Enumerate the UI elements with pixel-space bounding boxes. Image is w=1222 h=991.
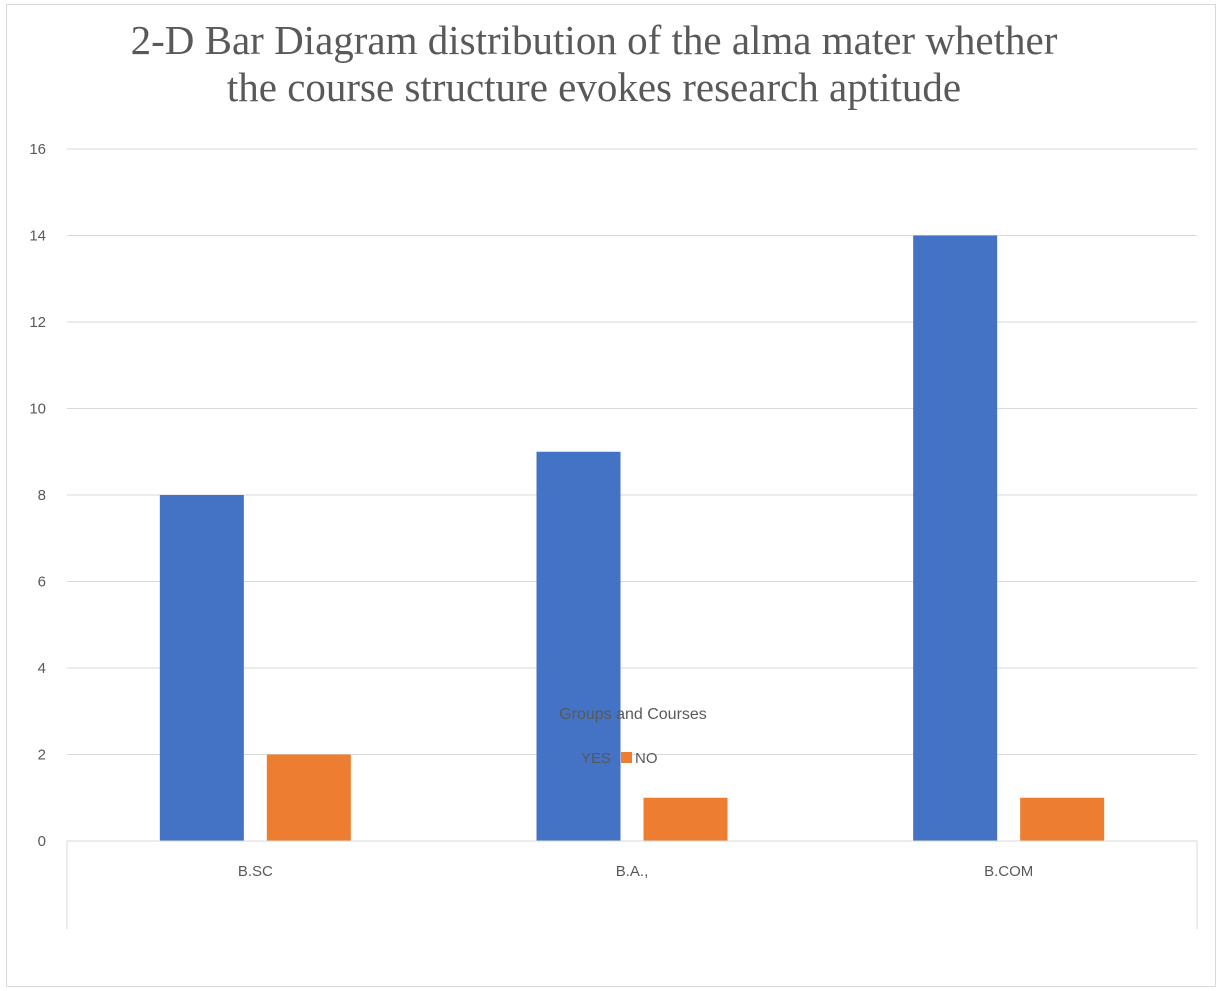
- legend-label-yes: YES: [581, 750, 611, 767]
- y-tick-label: 4: [38, 660, 46, 677]
- bar-no-2: [643, 797, 728, 841]
- x-axis-title: Groups and Courses: [559, 706, 707, 723]
- legend-swatch-yes: [567, 752, 578, 763]
- legend-swatch-no: [621, 752, 633, 763]
- x-axis: [66, 840, 1198, 929]
- y-tick-label: 0: [38, 833, 46, 850]
- legend-label-no: NO: [635, 750, 658, 767]
- bar-no-1: [266, 754, 351, 841]
- bar-yes-2: [536, 451, 621, 841]
- gridlines: [67, 148, 1197, 755]
- y-tick-label: 12: [29, 314, 46, 331]
- y-tick-label: 10: [29, 401, 46, 418]
- y-tick-label: 8: [38, 487, 46, 504]
- bar-yes-1: [159, 495, 244, 841]
- x-tick-label: B.SC: [238, 863, 273, 880]
- chart-title-line-1: 2-D Bar Diagram distribution of the alma…: [131, 17, 1058, 63]
- x-tick-label: B.A.,: [616, 863, 649, 880]
- y-tick-label: 14: [29, 228, 46, 245]
- legend: YES NO: [567, 750, 658, 767]
- y-tick-label: 16: [29, 141, 46, 158]
- y-tick-label: 2: [38, 747, 46, 764]
- x-tick-label: B.COM: [984, 863, 1033, 880]
- bar-yes-3: [913, 235, 998, 841]
- x-axis-ticks: B.SC B.A., B.COM: [238, 863, 1033, 880]
- y-tick-label: 6: [38, 574, 46, 591]
- y-axis-ticks: 0 2 4 6 8 10 12 14 16: [29, 141, 46, 850]
- chart-title: 2-D Bar Diagram distribution of the alma…: [131, 17, 1058, 110]
- chart-title-line-2: the course structure evokes research apt…: [227, 64, 961, 110]
- bars: [159, 235, 1105, 841]
- bar-no-3: [1020, 797, 1105, 841]
